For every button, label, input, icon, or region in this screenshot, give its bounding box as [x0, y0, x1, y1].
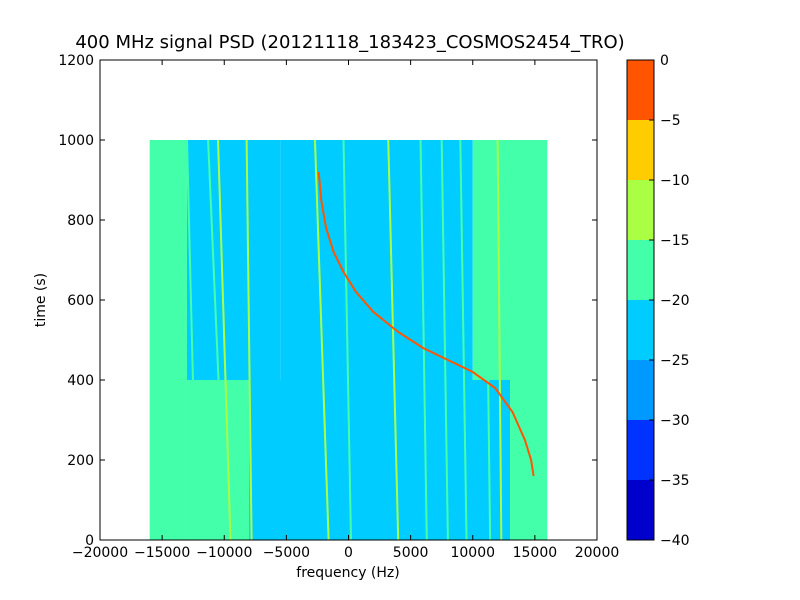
colorbar-tick-label: −25 — [660, 353, 690, 369]
colorbar-band — [627, 360, 654, 420]
background-region — [186, 140, 281, 380]
colorbar-tick-label: 0 — [660, 53, 669, 69]
x-tick-label: 10000 — [450, 545, 495, 561]
background-region — [149, 140, 187, 540]
y-tick-label: 400 — [67, 373, 94, 389]
y-tick-label: 0 — [85, 533, 94, 549]
x-tick-label: 15000 — [513, 545, 558, 561]
carrier-line — [245, 139, 253, 540]
carrier-line — [185, 139, 198, 540]
carrier-line — [313, 139, 330, 540]
colorbar-band — [627, 480, 654, 540]
colorbar: −40 −35 −30 −25 −20 −15 −10 −5 0 — [626, 53, 690, 549]
carrier-line — [484, 139, 492, 540]
colorbar-tick-label: −15 — [660, 233, 690, 249]
colorbar-tick-label: −10 — [660, 173, 690, 189]
colorbar-band — [627, 120, 654, 180]
x-tick-label: −15000 — [134, 545, 190, 561]
background-region — [472, 140, 548, 380]
carrier-line — [419, 139, 428, 540]
doppler-curve — [317, 171, 535, 477]
colorbar-tick-label: −5 — [660, 113, 681, 129]
x-tick-label: 0 — [344, 545, 353, 561]
y-tick-label: 800 — [67, 213, 94, 229]
x-tick-label: −20000 — [72, 545, 128, 561]
x-tick-label: −10000 — [196, 545, 252, 561]
y-tick-label: 1000 — [58, 133, 94, 149]
colorbar-band — [627, 240, 654, 300]
heatmap-area — [149, 139, 548, 540]
carrier-line — [207, 139, 227, 540]
background-region — [280, 140, 473, 380]
colorbar-band — [627, 300, 654, 360]
y-axis-label: time (s) — [33, 273, 49, 327]
carrier-line — [459, 139, 468, 540]
carrier-line — [440, 139, 449, 540]
background-region — [186, 380, 250, 540]
colorbar-tick-label: −20 — [660, 293, 690, 309]
x-tick-label: 20000 — [575, 545, 620, 561]
background-region — [249, 380, 511, 540]
colorbar-band — [627, 180, 654, 240]
colorbar-band — [627, 60, 654, 120]
colorbar-tick-label: −40 — [660, 533, 690, 549]
carrier-line — [154, 139, 161, 540]
carrier-line — [387, 139, 400, 540]
x-axis-label: frequency (Hz) — [296, 565, 399, 581]
colorbar-band — [627, 420, 654, 480]
x-tick-label: 5000 — [393, 545, 429, 561]
background-region — [510, 380, 548, 540]
colorbar-tick-label: −30 — [660, 413, 690, 429]
y-tick-label: 600 — [67, 293, 94, 309]
carrier-line — [496, 139, 503, 540]
y-tick-label: 1200 — [58, 53, 94, 69]
chart-title: 400 MHz signal PSD (20121118_183423_COSM… — [75, 32, 624, 53]
x-tick-label: −5000 — [263, 545, 310, 561]
y-axis: 0 200 400 600 800 1000 1200 — [58, 53, 597, 549]
carrier-line — [342, 139, 352, 540]
carrier-line — [217, 139, 232, 540]
x-axis: −20000 −15000 −10000 −5000 0 5000 10000 15000 20… — [72, 60, 619, 561]
colorbar-tick-label: −35 — [660, 473, 690, 489]
y-tick-label: 200 — [67, 453, 94, 469]
